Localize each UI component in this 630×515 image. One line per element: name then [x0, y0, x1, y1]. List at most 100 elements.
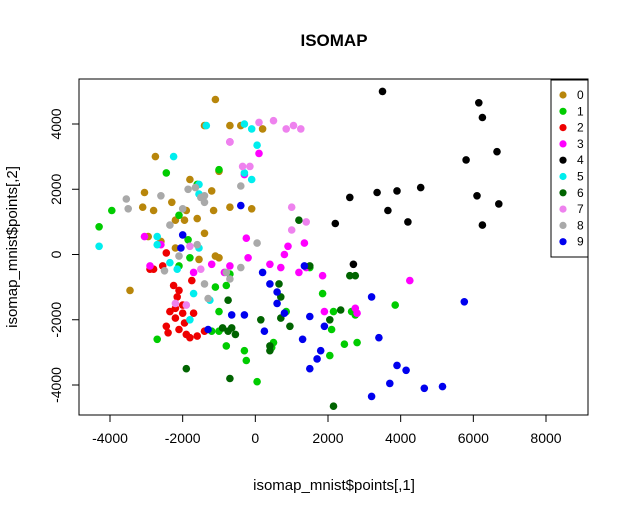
data-point [346, 271, 354, 280]
data-point [295, 268, 303, 277]
data-point [95, 223, 103, 231]
data-point [222, 281, 231, 290]
data-point [438, 382, 447, 391]
y-axis: -4000 -2000 0 2000 4000 [48, 108, 80, 403]
data-point [218, 324, 227, 332]
data-point [171, 314, 180, 322]
data-point [182, 301, 191, 309]
data-point [186, 316, 194, 324]
x-tick-label: 0 [251, 430, 259, 446]
data-point [193, 240, 201, 249]
series-8 [122, 182, 261, 303]
x-tick-label: 2000 [312, 430, 343, 446]
data-point [189, 289, 198, 298]
data-point [473, 192, 481, 200]
data-point [166, 258, 174, 267]
data-point [191, 183, 200, 192]
data-point [153, 335, 161, 344]
legend: 0 1 2 3 4 5 6 7 8 9 [550, 79, 589, 258]
data-point [222, 342, 231, 350]
data-point [149, 206, 158, 215]
data-point [462, 156, 470, 164]
data-point [122, 195, 131, 203]
legend-marker [559, 189, 567, 197]
data-point [189, 268, 198, 277]
data-point [157, 192, 165, 200]
data-point [349, 260, 358, 269]
data-point [329, 307, 338, 316]
data-point [237, 201, 245, 210]
data-point [175, 325, 183, 334]
data-point [275, 280, 283, 288]
data-point [186, 253, 194, 262]
data-point [266, 346, 274, 355]
data-point [237, 182, 245, 190]
data-point [211, 95, 220, 104]
data-point [197, 265, 205, 274]
data-point [168, 198, 176, 207]
data-point [287, 203, 296, 211]
data-point [255, 118, 263, 127]
legend-marker [559, 221, 567, 229]
data-point [320, 322, 329, 331]
data-point [375, 333, 383, 342]
data-point [171, 244, 180, 252]
data-point [316, 346, 325, 355]
data-point [346, 193, 354, 202]
data-point [284, 242, 292, 251]
data-point [226, 262, 234, 270]
data-point [240, 346, 249, 355]
data-point [406, 276, 414, 285]
data-point [260, 327, 269, 336]
data-point [280, 309, 289, 318]
data-point [175, 252, 183, 260]
legend-marker [559, 205, 567, 213]
data-point [373, 188, 381, 197]
legend-label: 8 [577, 218, 584, 232]
data-point [420, 384, 429, 393]
data-point [353, 338, 361, 347]
data-point [207, 260, 216, 269]
series-6 [182, 216, 360, 411]
legend-marker [559, 156, 567, 164]
legend-label: 6 [577, 186, 584, 200]
data-point [153, 232, 161, 241]
data-point [326, 316, 334, 324]
data-point [255, 149, 263, 158]
data-point [169, 281, 178, 290]
data-point [378, 87, 387, 96]
data-point [238, 162, 247, 171]
data-point [336, 306, 345, 314]
data-point [215, 165, 223, 174]
data-point [298, 335, 307, 344]
data-point [184, 236, 192, 244]
data-point [416, 183, 425, 192]
data-point [302, 218, 311, 226]
legend-marker [559, 238, 567, 246]
x-tick-label: -2000 [165, 430, 201, 446]
x-tick-label: 4000 [385, 430, 416, 446]
data-point [277, 263, 285, 272]
data-point [200, 192, 209, 200]
data-point [282, 125, 291, 133]
data-point [160, 267, 169, 275]
data-point [224, 296, 232, 305]
data-point [289, 121, 298, 130]
data-point [367, 392, 376, 401]
data-point [295, 216, 303, 224]
data-point [306, 312, 314, 321]
data-point [257, 316, 265, 324]
data-point [173, 265, 181, 274]
x-axis-label: isomap_mnist$points[,1] [253, 477, 415, 494]
data-point [326, 351, 334, 360]
data-point [266, 260, 274, 269]
series-0 [126, 95, 267, 295]
data-point [253, 239, 261, 247]
data-point [237, 263, 245, 272]
data-point [475, 99, 483, 107]
data-point [215, 253, 223, 262]
series-7 [171, 116, 311, 309]
data-point [240, 169, 249, 177]
data-point [273, 288, 281, 296]
